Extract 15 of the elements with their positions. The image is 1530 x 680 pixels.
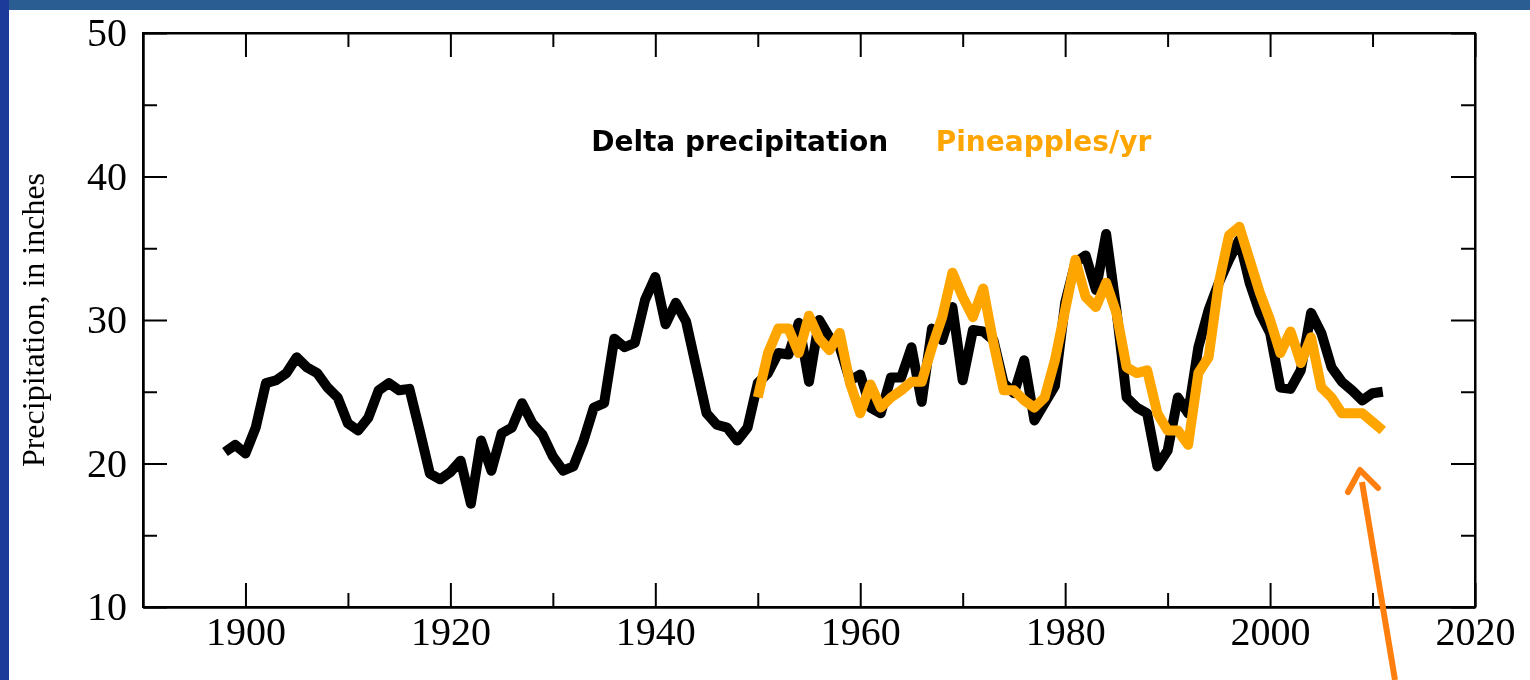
y-tick-label: 20 [87, 440, 127, 486]
y-tick-label: 40 [87, 153, 127, 199]
x-tick-label: 2000 [1230, 609, 1311, 655]
x-tick-label: 1920 [410, 609, 491, 655]
y-axis-title: Precipitation, in inches [15, 172, 51, 468]
x-tick-label: 1940 [615, 609, 696, 655]
x-tick-label: 2020 [1435, 609, 1516, 655]
y-tick-label: 10 [87, 584, 127, 630]
text: Delta precipitation [591, 125, 889, 158]
text: Pineapples/yr [935, 125, 1152, 158]
x-tick-label: 1900 [205, 609, 286, 655]
y-tick-label: 30 [87, 297, 127, 343]
x-tick-label: 1980 [1025, 609, 1106, 655]
y-tick-label: 50 [87, 10, 127, 56]
x-tick-label: 1960 [820, 609, 901, 655]
